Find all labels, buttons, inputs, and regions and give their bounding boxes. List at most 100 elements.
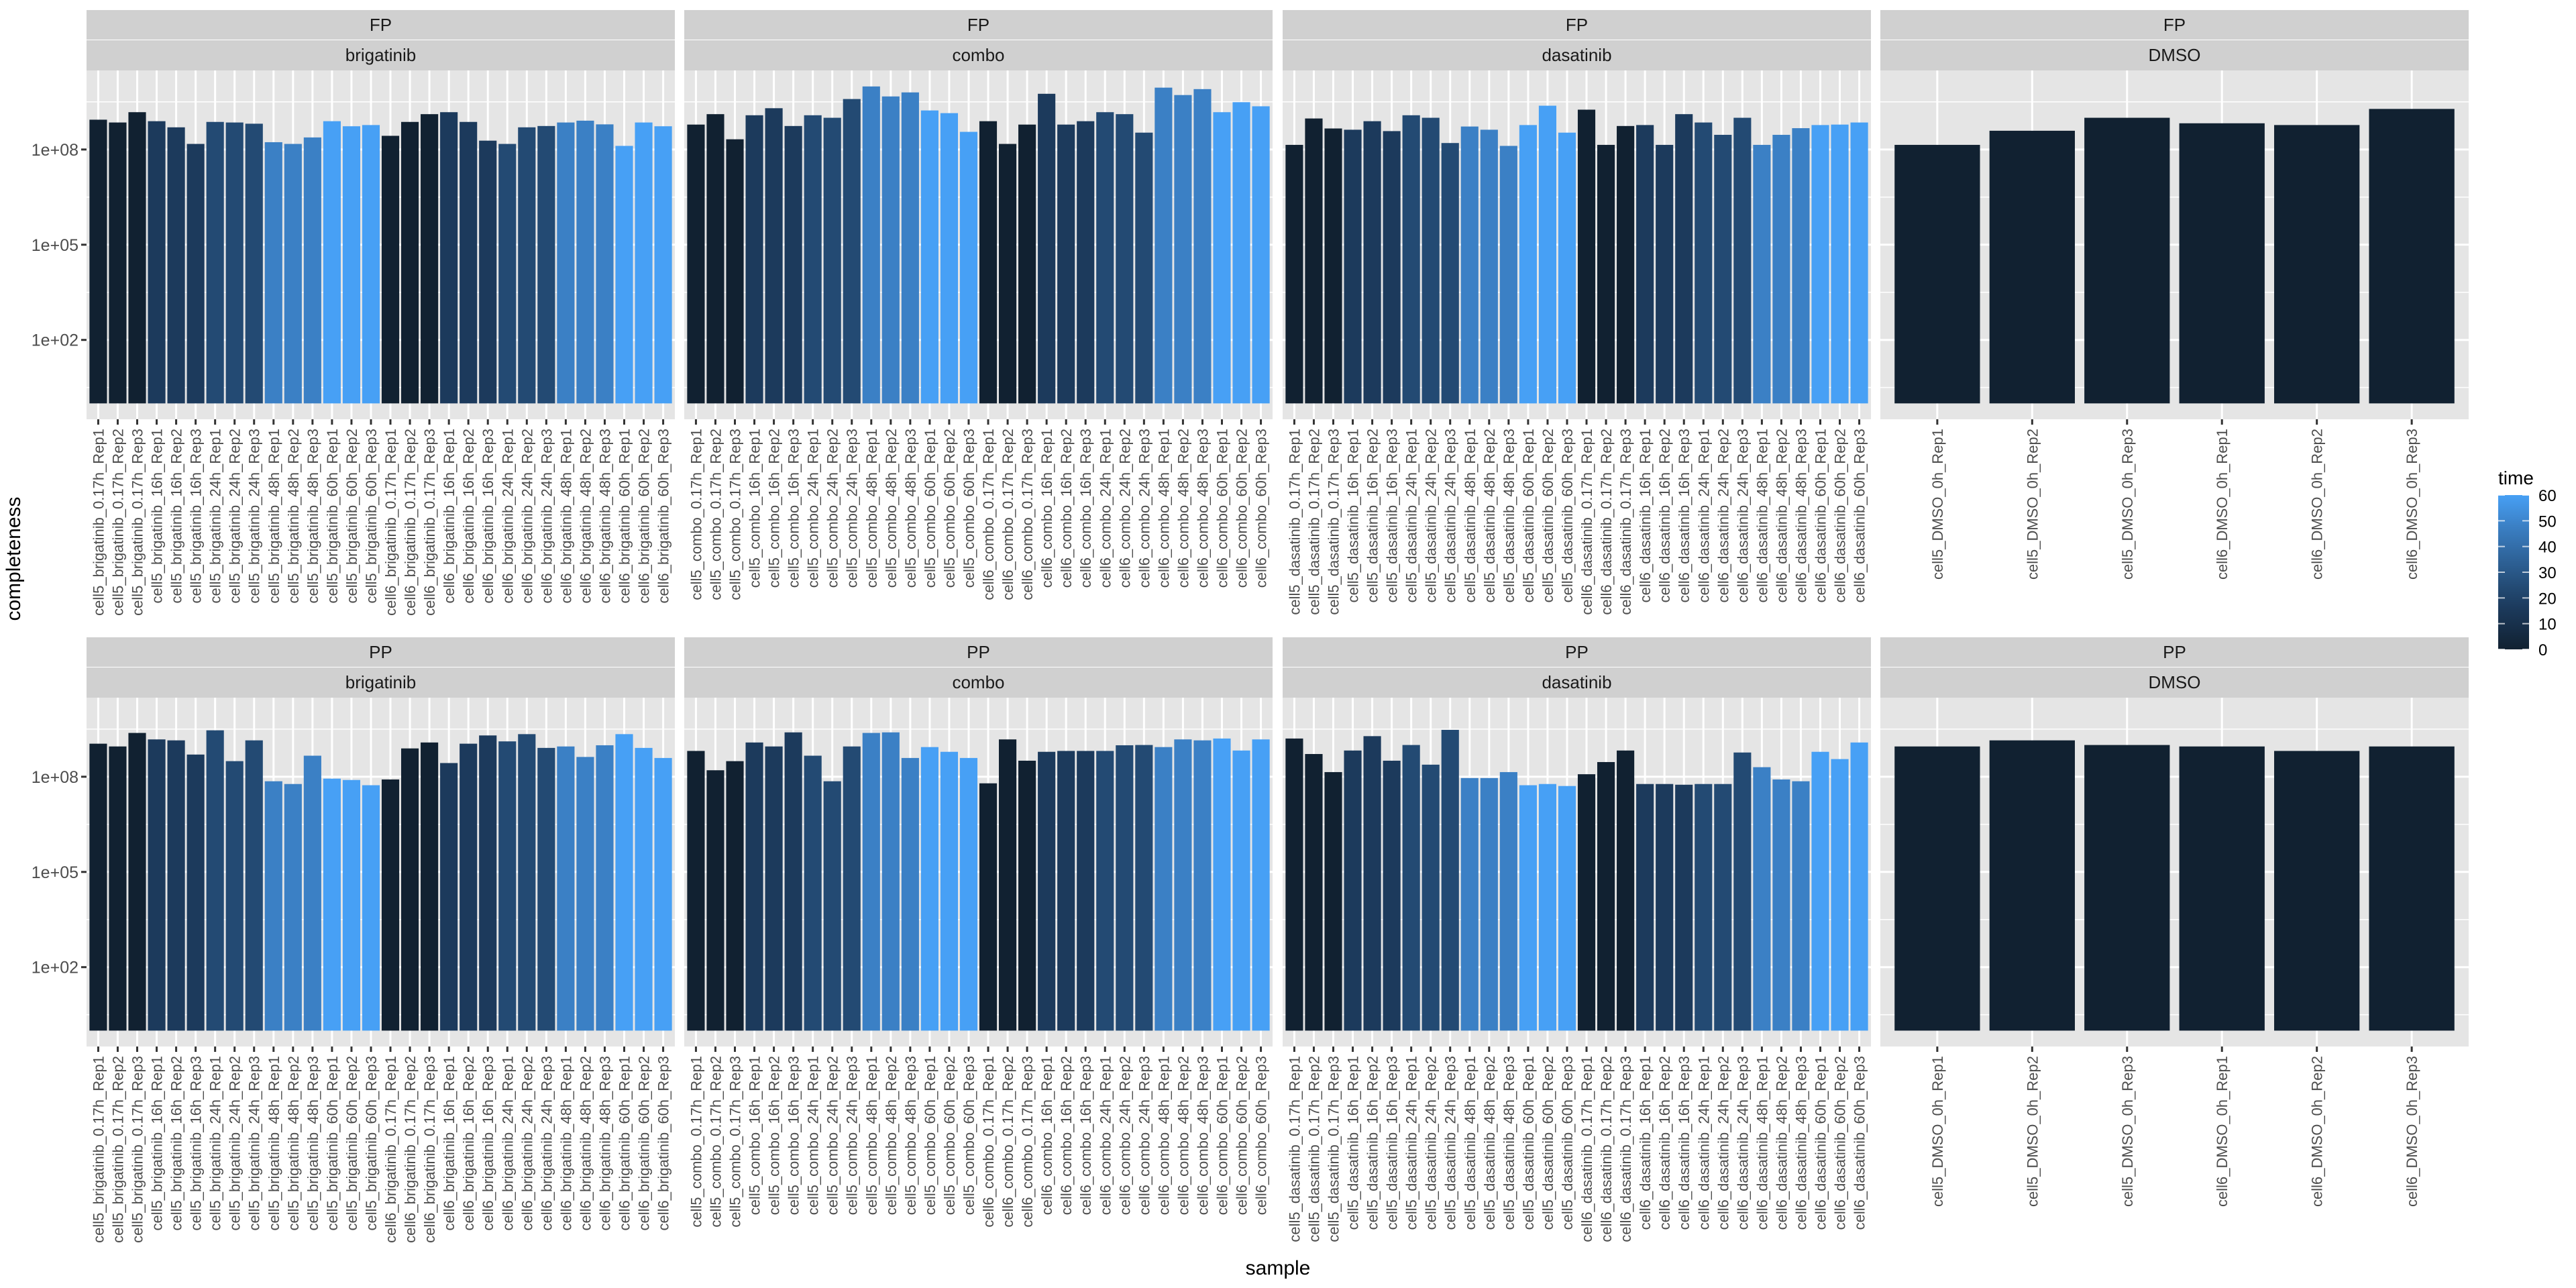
bar-cell6_combo_16h_Rep2	[1057, 751, 1075, 1031]
x-tick-label: cell6_dasatinib_16h_Rep1	[1637, 1056, 1654, 1230]
bar-cell6_brigatinib_60h_Rep2	[635, 122, 653, 404]
bar-cell5_brigatinib_0.17h_Rep3	[128, 112, 146, 404]
bar-cell5_dasatinib_24h_Rep2	[1421, 764, 1440, 1031]
bar-cell6_combo_0.17h_Rep2	[998, 739, 1017, 1031]
bar-cell6_brigatinib_16h_Rep2	[460, 121, 478, 404]
bar-cell6_dasatinib_0.17h_Rep3	[1617, 125, 1635, 404]
x-tick-label: cell5_combo_24h_Rep1	[805, 1056, 822, 1215]
bar-cell6_combo_24h_Rep3	[1135, 745, 1153, 1031]
bar-cell5_dasatinib_16h_Rep3	[1383, 760, 1401, 1031]
bar-cell5_combo_60h_Rep1	[920, 110, 938, 404]
x-tick-label: cell5_combo_24h_Rep2	[824, 429, 841, 588]
strip-col-background	[684, 667, 1273, 698]
bar-cell5_brigatinib_24h_Rep1	[206, 730, 224, 1031]
bar-cell5_combo_0.17h_Rep1	[687, 124, 705, 404]
bar-cell6_DMSO_0h_Rep1	[2179, 746, 2265, 1031]
x-tick-label: cell5_combo_0.17h_Rep2	[707, 1056, 724, 1228]
strip-col-background	[1880, 667, 2469, 698]
bar-cell6_combo_48h_Rep2	[1174, 95, 1192, 404]
bar-cell6_dasatinib_24h_Rep2	[1714, 784, 1732, 1031]
bar-cell5_dasatinib_60h_Rep3	[1558, 132, 1576, 404]
bar-cell5_brigatinib_0.17h_Rep1	[89, 119, 107, 404]
bar-cell5_dasatinib_60h_Rep2	[1538, 105, 1557, 404]
x-tick-label: cell5_brigatinib_24h_Rep1	[207, 1056, 224, 1231]
x-tick-label: cell5_DMSO_0h_Rep2	[2024, 1056, 2041, 1207]
x-tick-label: cell6_combo_60h_Rep1	[1214, 429, 1230, 588]
strip-label-row: FP	[1566, 15, 1588, 35]
x-tick-label: cell6_dasatinib_48h_Rep3	[1792, 1056, 1809, 1230]
x-tick-label: cell6_combo_16h_Rep1	[1038, 1056, 1055, 1215]
x-tick-label: cell5_brigatinib_0.17h_Rep1	[90, 429, 107, 616]
bar-cell6_dasatinib_48h_Rep1	[1753, 144, 1771, 404]
bar-cell6_dasatinib_24h_Rep3	[1733, 117, 1752, 404]
bar-cell5_brigatinib_0.17h_Rep1	[89, 743, 107, 1031]
x-tick-label: cell6_dasatinib_0.17h_Rep3	[1617, 1056, 1634, 1242]
bar-cell5_combo_16h_Rep1	[745, 115, 763, 404]
bar-cell6_DMSO_0h_Rep2	[2274, 125, 2360, 404]
bar-cell5_brigatinib_16h_Rep1	[148, 739, 166, 1031]
x-tick-label: cell5_brigatinib_60h_Rep1	[324, 1056, 341, 1231]
bar-cell5_brigatinib_16h_Rep1	[148, 121, 166, 404]
bar-cell5_brigatinib_24h_Rep3	[245, 123, 263, 404]
x-tick-label: cell6_combo_16h_Rep3	[1077, 429, 1094, 588]
x-tick-label: cell6_brigatinib_24h_Rep2	[519, 429, 535, 604]
bar-cell5_brigatinib_60h_Rep2	[342, 126, 361, 404]
bar-cell6_combo_48h_Rep3	[1193, 740, 1212, 1031]
x-tick-label: cell6_dasatinib_16h_Rep3	[1676, 429, 1693, 602]
strip-col-background	[1283, 40, 1871, 70]
bar-cell6_dasatinib_48h_Rep3	[1792, 128, 1810, 404]
x-tick-label: cell6_dasatinib_48h_Rep1	[1754, 429, 1770, 602]
strip-label-col: DMSO	[2149, 672, 2201, 692]
strip-col-background	[684, 40, 1273, 70]
bar-cell6_brigatinib_16h_Rep1	[440, 112, 458, 404]
x-tick-label: cell6_DMSO_0h_Rep2	[2309, 429, 2326, 580]
x-tick-label: cell6_combo_0.17h_Rep3	[1019, 429, 1036, 600]
bar-cell6_DMSO_0h_Rep3	[2369, 109, 2455, 404]
bar-cell6_dasatinib_0.17h_Rep2	[1597, 144, 1615, 404]
x-tick-label: cell5_dasatinib_60h_Rep3	[1559, 1056, 1576, 1230]
x-tick-label: cell5_brigatinib_48h_Rep1	[266, 1056, 282, 1231]
legend-tick-label: 30	[2538, 564, 2557, 582]
bar-cell5_brigatinib_0.17h_Rep2	[109, 746, 127, 1031]
bar-cell6_combo_24h_Rep1	[1096, 751, 1114, 1031]
strip-label-row: FP	[967, 15, 989, 35]
x-tick-label: cell5_dasatinib_60h_Rep1	[1520, 1056, 1537, 1230]
x-tick-label: cell5_combo_0.17h_Rep1	[688, 1056, 704, 1228]
bar-cell5_dasatinib_60h_Rep2	[1538, 784, 1557, 1031]
x-tick-label: cell5_combo_48h_Rep1	[863, 1056, 880, 1215]
strip-label-col: combo	[952, 672, 1004, 692]
bar-cell6_brigatinib_0.17h_Rep1	[381, 136, 400, 404]
strip-label-col: combo	[952, 45, 1004, 65]
x-tick-label: cell5_combo_48h_Rep2	[883, 429, 900, 588]
x-tick-label: cell5_combo_48h_Rep3	[902, 429, 919, 588]
bar-cell5_combo_48h_Rep2	[881, 732, 900, 1031]
x-tick-label: cell5_DMSO_0h_Rep1	[1929, 1056, 1946, 1207]
x-tick-label: cell5_dasatinib_16h_Rep1	[1345, 429, 1362, 602]
bar-cell6_brigatinib_60h_Rep2	[635, 747, 653, 1031]
bar-cell5_combo_60h_Rep2	[940, 751, 959, 1031]
bar-cell6_brigatinib_60h_Rep1	[615, 734, 633, 1031]
x-tick-label: cell6_combo_16h_Rep3	[1077, 1056, 1094, 1215]
bar-cell5_DMSO_0h_Rep1	[1894, 746, 1980, 1031]
x-tick-label: cell6_brigatinib_60h_Rep1	[616, 429, 633, 604]
x-tick-label: cell5_combo_60h_Rep1	[922, 429, 938, 588]
x-tick-label: cell5_brigatinib_0.17h_Rep3	[129, 429, 146, 616]
x-tick-label: cell5_combo_0.17h_Rep3	[727, 1056, 744, 1228]
bar-cell5_DMSO_0h_Rep2	[1989, 130, 2075, 404]
x-tick-label: cell6_brigatinib_0.17h_Rep2	[402, 429, 419, 616]
strip-label-col: dasatinib	[1542, 672, 1611, 692]
bar-cell5_brigatinib_60h_Rep1	[323, 778, 341, 1031]
bar-cell6_dasatinib_16h_Rep2	[1656, 784, 1674, 1031]
x-tick-label: cell6_dasatinib_24h_Rep3	[1734, 429, 1751, 602]
x-tick-label: cell5_brigatinib_16h_Rep1	[149, 1056, 166, 1231]
x-tick-label: cell6_combo_24h_Rep1	[1097, 429, 1114, 588]
x-tick-label: cell5_dasatinib_16h_Rep1	[1345, 1056, 1362, 1230]
bar-cell6_brigatinib_24h_Rep3	[537, 747, 555, 1031]
bar-cell6_combo_16h_Rep1	[1038, 751, 1056, 1031]
x-tick-label: cell6_dasatinib_48h_Rep3	[1792, 429, 1809, 602]
x-tick-label: cell5_brigatinib_60h_Rep3	[363, 429, 380, 604]
x-tick-label: cell5_dasatinib_48h_Rep3	[1501, 1056, 1517, 1230]
x-tick-label: cell6_combo_24h_Rep2	[1116, 1056, 1133, 1215]
x-tick-label: cell5_dasatinib_60h_Rep2	[1540, 429, 1556, 602]
x-tick-label: cell6_combo_24h_Rep2	[1116, 429, 1133, 588]
